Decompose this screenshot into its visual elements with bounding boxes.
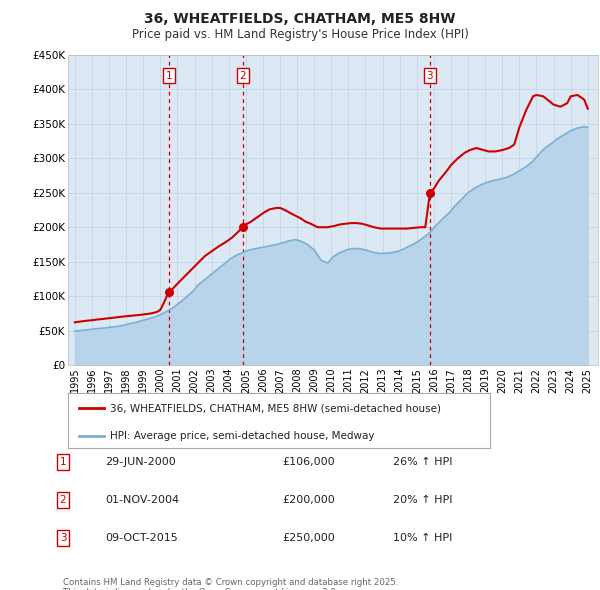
Text: Contains HM Land Registry data © Crown copyright and database right 2025.
This d: Contains HM Land Registry data © Crown c… [63, 578, 398, 590]
Text: 3: 3 [427, 71, 433, 81]
Text: 3: 3 [59, 533, 67, 543]
Text: 36, WHEATFIELDS, CHATHAM, ME5 8HW (semi-detached house): 36, WHEATFIELDS, CHATHAM, ME5 8HW (semi-… [110, 404, 441, 414]
Text: 1: 1 [59, 457, 67, 467]
Text: Price paid vs. HM Land Registry's House Price Index (HPI): Price paid vs. HM Land Registry's House … [131, 28, 469, 41]
Text: HPI: Average price, semi-detached house, Medway: HPI: Average price, semi-detached house,… [110, 431, 374, 441]
Text: 2: 2 [59, 495, 67, 505]
Text: 26% ↑ HPI: 26% ↑ HPI [393, 457, 452, 467]
Text: 1: 1 [166, 71, 172, 81]
Text: £250,000: £250,000 [282, 533, 335, 543]
Text: 20% ↑ HPI: 20% ↑ HPI [393, 495, 452, 505]
Text: 29-JUN-2000: 29-JUN-2000 [105, 457, 176, 467]
Text: £106,000: £106,000 [282, 457, 335, 467]
Text: £200,000: £200,000 [282, 495, 335, 505]
Text: 09-OCT-2015: 09-OCT-2015 [105, 533, 178, 543]
Text: 36, WHEATFIELDS, CHATHAM, ME5 8HW: 36, WHEATFIELDS, CHATHAM, ME5 8HW [144, 12, 456, 26]
Text: 2: 2 [239, 71, 246, 81]
Text: 01-NOV-2004: 01-NOV-2004 [105, 495, 179, 505]
Text: 10% ↑ HPI: 10% ↑ HPI [393, 533, 452, 543]
